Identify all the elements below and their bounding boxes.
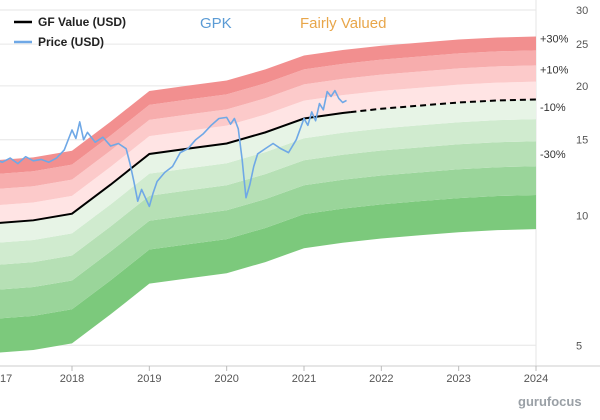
band-label: +10% [540, 65, 569, 77]
valuation-status: Fairly Valued [300, 15, 386, 32]
ticker-symbol: GPK [200, 15, 232, 32]
valuation-band [0, 119, 536, 265]
x-tick-label: 2018 [60, 373, 84, 385]
x-tick-label: 2020 [214, 373, 238, 385]
band-labels: +30% +10% -10% -30% [540, 33, 569, 161]
x-tick-label: 2023 [446, 373, 470, 385]
band-label: -10% [540, 102, 566, 114]
x-tick-label: 2024 [524, 373, 548, 385]
legend-gf-value-label: GF Value (USD) [38, 15, 126, 29]
valuation-band [0, 50, 536, 189]
valuation-band [0, 99, 536, 243]
x-tick-label: 2021 [292, 373, 316, 385]
price-line [0, 89, 347, 208]
valuation-band [0, 195, 536, 353]
valuation-band [0, 141, 536, 290]
watermark-text: gurufocus [518, 394, 582, 409]
y-tick-label: 20 [576, 81, 588, 93]
x-tick-label: 2022 [369, 373, 393, 385]
y-tick-label: 5 [576, 340, 582, 352]
band-label: +30% [540, 33, 569, 45]
valuation-band [0, 81, 536, 223]
x-axis: 17 2018 2019 2020 2021 2022 2023 2024 [0, 365, 600, 385]
valuation-band [0, 166, 536, 319]
legend-price-label: Price (USD) [38, 35, 104, 49]
valuation-band [0, 65, 536, 205]
y-tick-label: 10 [576, 211, 588, 223]
legend: GF Value (USD) Price (USD) [14, 15, 126, 49]
x-tick-label: 2019 [137, 373, 161, 385]
gurufocus-logo: gurufocus [518, 394, 582, 409]
band-label: -30% [540, 149, 566, 161]
y-axis: 5 10 15 20 25 30 [576, 5, 588, 352]
y-tick-label: 15 [576, 135, 588, 147]
x-tick-label: 17 [0, 373, 12, 385]
y-tick-label: 25 [576, 39, 588, 51]
chart-lines [0, 89, 537, 224]
valuation-bands [0, 36, 536, 353]
y-tick-label: 30 [576, 5, 588, 17]
gf-value-projection-line [350, 98, 537, 114]
